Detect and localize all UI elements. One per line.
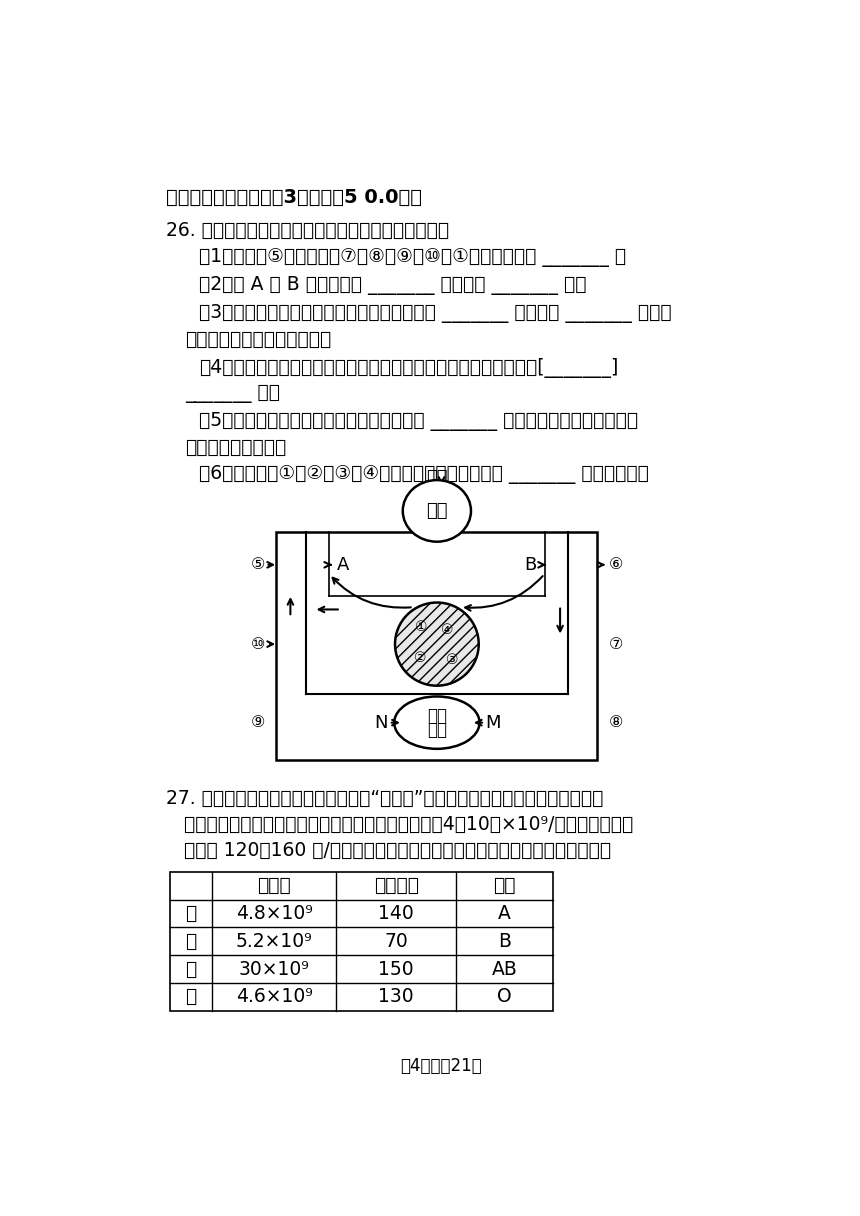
Text: 30×10⁹: 30×10⁹ <box>239 959 310 979</box>
Text: 血红蛋白: 血红蛋白 <box>374 877 419 895</box>
Text: ⑤: ⑤ <box>250 557 265 573</box>
Text: 130: 130 <box>378 987 414 1007</box>
Text: 放能量，供生命活动的需要。: 放能量，供生命活动的需要。 <box>185 330 331 349</box>
Text: 丙: 丙 <box>185 959 196 979</box>
Text: B: B <box>525 556 537 574</box>
Text: （6）在心脏的①、②、③、④四腔中，充满动脉血的有 _______ （填番号）。: （6）在心脏的①、②、③、④四腔中，充满动脉血的有 _______ （填番号）。 <box>199 466 648 484</box>
Text: ⑩: ⑩ <box>250 637 265 652</box>
Text: 4.6×10⁹: 4.6×10⁹ <box>236 987 312 1007</box>
Text: 男生体检时的血检结果统计《其中白细胞正常值为（4～10）×10⁹/升，血红蛋白正: 男生体检时的血检结果统计《其中白细胞正常值为（4～10）×10⁹/升，血红蛋白正 <box>166 815 633 834</box>
Text: （4）若在臀部注射青霞素治疗急性咍喉炎，则药物最先到达心脏的[_______]: （4）若在臀部注射青霞素治疗急性咍喉炎，则药物最先到达心脏的[_______] <box>199 358 618 378</box>
Text: 乙: 乙 <box>185 931 196 951</box>
Text: ②: ② <box>414 651 426 665</box>
Text: A: A <box>337 556 349 574</box>
Text: ③: ③ <box>446 653 458 666</box>
Text: 血型: 血型 <box>494 877 516 895</box>
Text: 利于进行气体交换。: 利于进行气体交换。 <box>185 438 286 457</box>
Ellipse shape <box>395 603 479 686</box>
Text: ④: ④ <box>441 624 454 637</box>
Text: AB: AB <box>492 959 518 979</box>
Text: B: B <box>498 931 511 951</box>
Text: 细胞: 细胞 <box>427 721 447 738</box>
Text: （1）血液由⑤射出，流经⑦、⑧、⑨、⑩到①的循环途径叫 _______ 。: （1）血液由⑤射出，流经⑦、⑧、⑨、⑩到①的循环途径叫 _______ 。 <box>199 248 626 268</box>
Text: 丁: 丁 <box>185 987 196 1007</box>
Text: 5.2×10⁹: 5.2×10⁹ <box>236 931 312 951</box>
Text: （5）图中所示的肊泡壁和毛细血管壁都是由 _______ 层扁平上皮细胞构成，这有: （5）图中所示的肊泡壁和毛细血管壁都是由 _______ 层扁平上皮细胞构成，这… <box>199 411 638 430</box>
Text: ⑧: ⑧ <box>609 715 624 730</box>
Text: 26. 如图是血液循环和气体交换示意图，请据图回答：: 26. 如图是血液循环和气体交换示意图，请据图回答： <box>166 220 449 240</box>
Text: M: M <box>485 714 501 732</box>
Text: ①: ① <box>415 620 427 635</box>
Ellipse shape <box>394 697 480 749</box>
Text: 70: 70 <box>384 931 408 951</box>
Text: （2）由 A 到 B 处，血液由 _______ 血变成了 _______ 血。: （2）由 A 到 B 处，血液由 _______ 血变成了 _______ 血。 <box>199 276 587 295</box>
Text: 白细胞: 白细胞 <box>257 877 291 895</box>
Text: 4.8×10⁹: 4.8×10⁹ <box>236 905 312 923</box>
Text: 外界: 外界 <box>426 469 447 488</box>
Text: 27. 血液、尿检是反映人体健康状况的“晴雨表”，如表为医生对甲、乙、丙、丁四名: 27. 血液、尿检是反映人体健康状况的“晴雨表”，如表为医生对甲、乙、丙、丁四名 <box>166 789 603 807</box>
Ellipse shape <box>402 480 471 541</box>
Text: ⑨: ⑨ <box>250 715 265 730</box>
Text: 第4页，刑21页: 第4页，刑21页 <box>400 1057 482 1075</box>
Text: 150: 150 <box>378 959 414 979</box>
Text: A: A <box>498 905 511 923</box>
Text: N: N <box>374 714 388 732</box>
Text: O: O <box>497 987 512 1007</box>
Text: ⑥: ⑥ <box>609 557 624 573</box>
Text: ⑦: ⑦ <box>609 637 624 652</box>
Text: 二、简答题（本大题共3小题，共5 0.0分）: 二、简答题（本大题共3小题，共5 0.0分） <box>166 188 421 207</box>
Text: 140: 140 <box>378 905 414 923</box>
Text: （3）氧气与葡萄糖进入组织细胞后，在细胞的 _______ 中，通过 _______ 作用释: （3）氧气与葡萄糖进入组织细胞后，在细胞的 _______ 中，通过 _____… <box>199 304 672 322</box>
Text: 组织: 组织 <box>427 706 447 725</box>
Text: 常值为 120～160 克/升》。如图则为肆单位结构示意图。请你据此分析回答：: 常值为 120～160 克/升》。如图则为肆单位结构示意图。请你据此分析回答： <box>166 841 611 860</box>
Text: 甲: 甲 <box>185 905 196 923</box>
Text: _______ 中。: _______ 中。 <box>185 384 280 402</box>
Text: 肊泡: 肊泡 <box>426 502 447 520</box>
